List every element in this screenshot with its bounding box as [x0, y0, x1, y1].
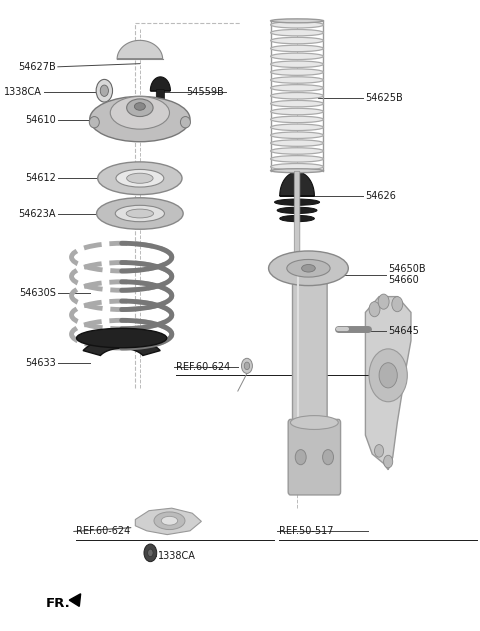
Text: 54625B: 54625B	[365, 93, 403, 103]
FancyBboxPatch shape	[156, 90, 165, 101]
Ellipse shape	[127, 99, 153, 117]
Ellipse shape	[271, 168, 324, 173]
Circle shape	[323, 450, 334, 464]
Circle shape	[148, 549, 153, 557]
Ellipse shape	[96, 198, 183, 229]
FancyBboxPatch shape	[294, 172, 300, 256]
Text: 54633: 54633	[25, 358, 56, 368]
Ellipse shape	[301, 264, 315, 272]
Ellipse shape	[134, 103, 145, 110]
Text: 54559B: 54559B	[186, 87, 224, 97]
Ellipse shape	[271, 109, 324, 115]
Ellipse shape	[269, 251, 348, 286]
Polygon shape	[150, 77, 170, 91]
Polygon shape	[280, 172, 314, 196]
Polygon shape	[135, 508, 202, 534]
Ellipse shape	[180, 117, 191, 128]
Text: 54645: 54645	[388, 326, 419, 336]
Ellipse shape	[271, 37, 324, 44]
Polygon shape	[69, 594, 81, 606]
Ellipse shape	[275, 199, 320, 205]
Ellipse shape	[115, 205, 165, 221]
Circle shape	[144, 544, 157, 562]
Ellipse shape	[290, 416, 338, 430]
Ellipse shape	[280, 215, 314, 221]
Ellipse shape	[110, 97, 169, 129]
Text: REF.60-624: REF.60-624	[76, 526, 131, 536]
Ellipse shape	[271, 140, 324, 146]
Ellipse shape	[271, 21, 324, 28]
Text: 54623A: 54623A	[18, 208, 56, 218]
Ellipse shape	[271, 61, 324, 68]
Ellipse shape	[271, 116, 324, 122]
Text: 54626: 54626	[365, 191, 396, 201]
Circle shape	[384, 456, 393, 468]
Ellipse shape	[287, 259, 330, 277]
Text: 1338CA: 1338CA	[158, 551, 196, 561]
Ellipse shape	[154, 512, 185, 529]
Circle shape	[369, 302, 380, 317]
Circle shape	[100, 85, 108, 97]
Circle shape	[244, 362, 250, 370]
Ellipse shape	[76, 328, 167, 348]
FancyBboxPatch shape	[288, 420, 341, 495]
Text: REF.60-624: REF.60-624	[176, 362, 230, 372]
Ellipse shape	[271, 30, 324, 36]
Circle shape	[369, 349, 408, 402]
Ellipse shape	[271, 45, 324, 52]
Text: REF.50-517: REF.50-517	[279, 526, 333, 536]
Ellipse shape	[161, 516, 178, 525]
Text: FR.: FR.	[46, 598, 70, 610]
Ellipse shape	[116, 170, 164, 187]
Ellipse shape	[90, 97, 190, 142]
Circle shape	[295, 450, 306, 464]
Circle shape	[374, 445, 384, 457]
Polygon shape	[117, 40, 163, 59]
Circle shape	[392, 297, 403, 312]
Circle shape	[241, 358, 252, 374]
Ellipse shape	[271, 19, 324, 23]
Ellipse shape	[271, 100, 324, 107]
Text: 54627B: 54627B	[18, 62, 56, 72]
Ellipse shape	[98, 162, 182, 194]
Polygon shape	[83, 338, 160, 355]
Text: 1338CA: 1338CA	[4, 87, 42, 97]
Ellipse shape	[271, 53, 324, 59]
Ellipse shape	[126, 209, 154, 218]
Polygon shape	[365, 297, 411, 469]
Ellipse shape	[271, 156, 324, 162]
Text: 54610: 54610	[25, 115, 56, 126]
Text: 54630S: 54630S	[19, 288, 56, 298]
Ellipse shape	[271, 77, 324, 83]
Text: 54650B
54660: 54650B 54660	[388, 264, 426, 285]
Ellipse shape	[271, 69, 324, 75]
Ellipse shape	[271, 148, 324, 154]
FancyBboxPatch shape	[292, 266, 327, 425]
Ellipse shape	[271, 85, 324, 91]
Ellipse shape	[127, 173, 153, 183]
Circle shape	[96, 80, 112, 102]
Ellipse shape	[89, 117, 99, 128]
Circle shape	[378, 294, 389, 309]
Ellipse shape	[271, 124, 324, 131]
Circle shape	[379, 363, 397, 388]
Ellipse shape	[271, 132, 324, 138]
Ellipse shape	[277, 207, 317, 213]
Ellipse shape	[271, 163, 324, 170]
Ellipse shape	[271, 93, 324, 99]
Text: 54612: 54612	[24, 174, 56, 183]
